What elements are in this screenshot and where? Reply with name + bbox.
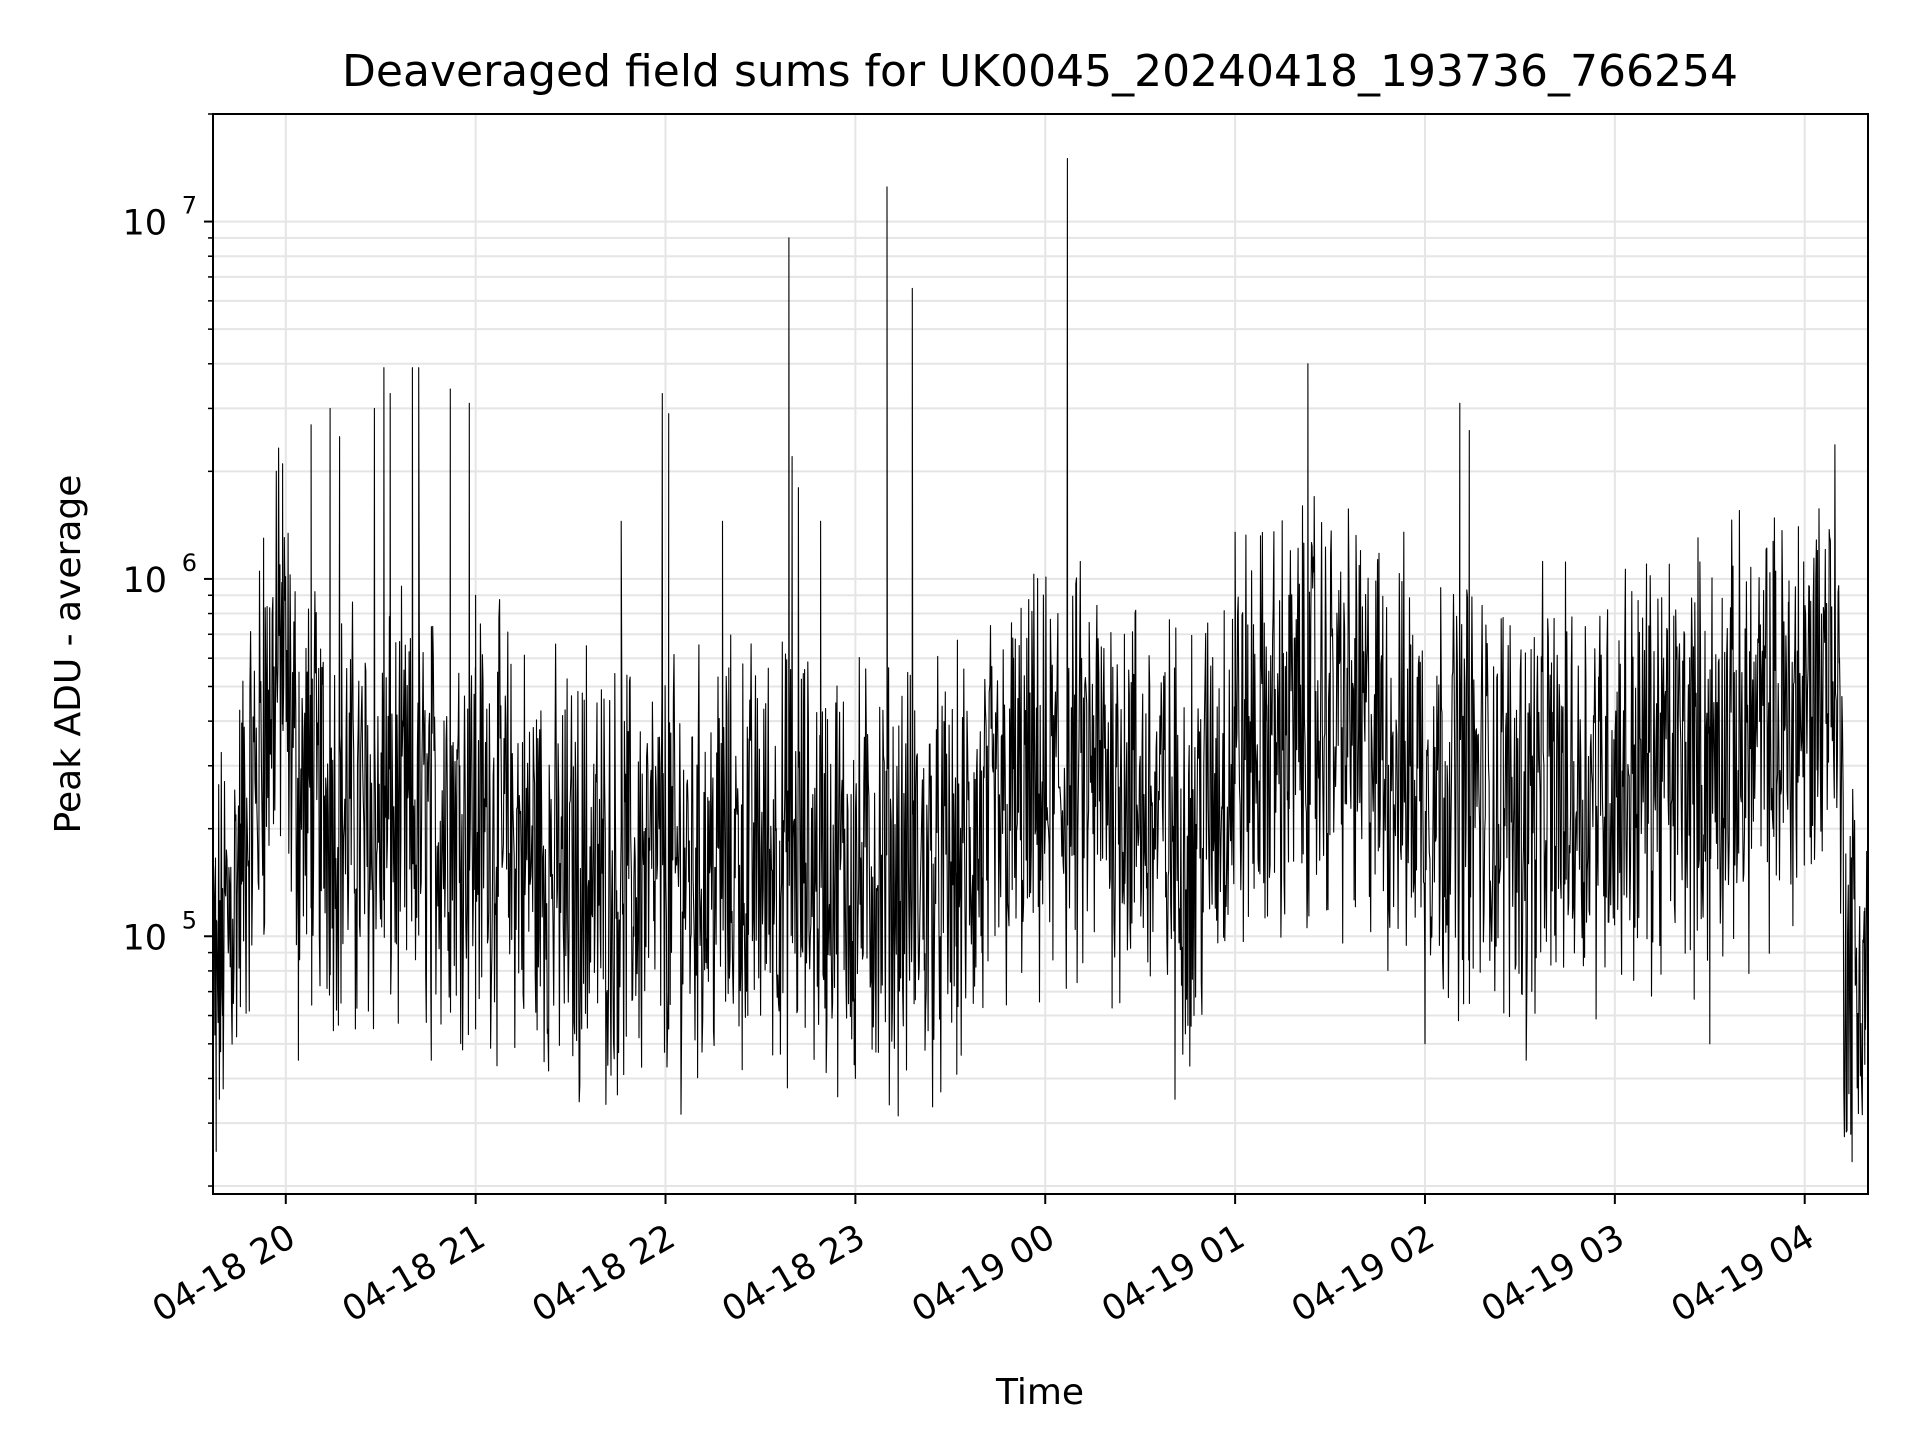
chart-title: Deaveraged field sums for UK0045_2024041… [342, 46, 1738, 97]
y-tick-label: 10 [122, 918, 167, 958]
y-tick-exponent: 5 [182, 906, 197, 934]
data-series [212, 158, 1869, 1163]
series-line [212, 158, 1869, 1163]
y-tick-label: 10 [122, 561, 167, 601]
y-tick-exponent: 7 [182, 192, 197, 220]
y-axis-label: Peak ADU - average [48, 475, 89, 834]
x-axis-label: Time [995, 1372, 1084, 1413]
y-tick-label: 10 [122, 204, 167, 244]
y-tick-exponent: 6 [182, 549, 197, 577]
axes-frame [212, 113, 1869, 1195]
